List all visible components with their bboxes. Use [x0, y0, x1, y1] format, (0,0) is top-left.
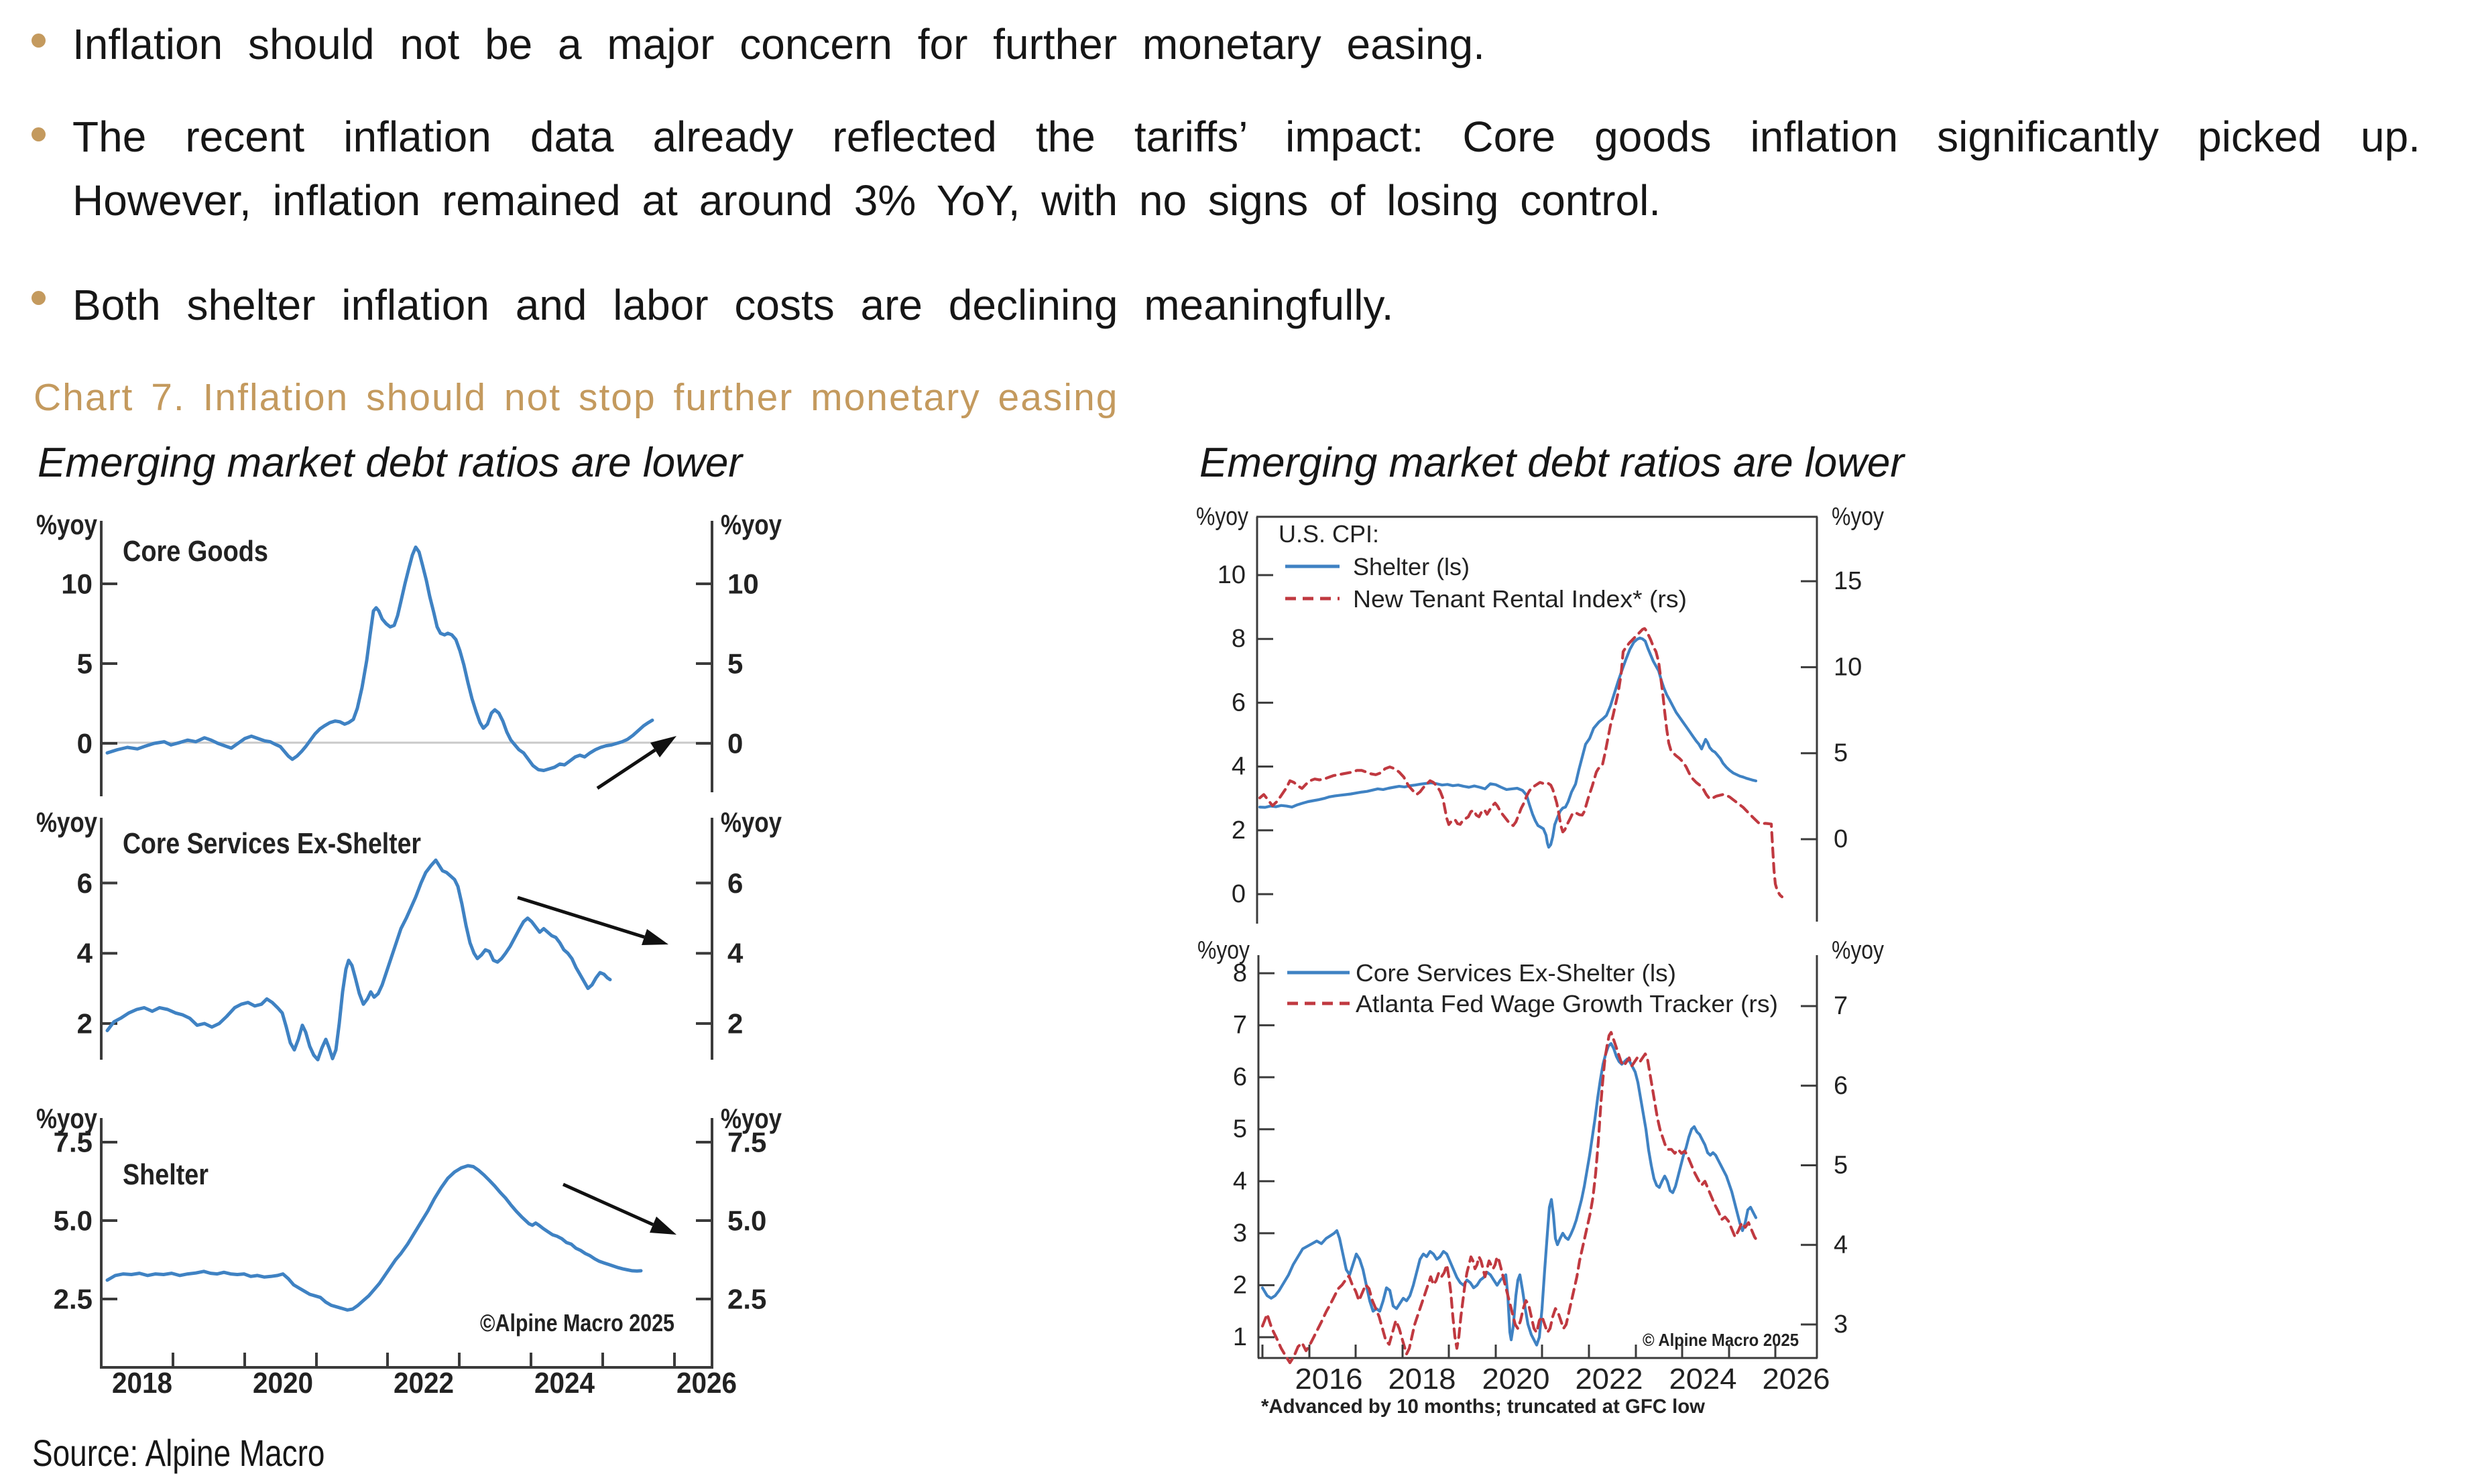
svg-text:5: 5 [77, 648, 93, 680]
svg-text:2026: 2026 [676, 1367, 737, 1400]
svg-text:0: 0 [727, 728, 743, 759]
svg-text:5: 5 [727, 648, 743, 680]
svg-text:10: 10 [727, 568, 759, 600]
svg-text:5: 5 [1834, 1152, 1848, 1180]
svg-text:%yoy: %yoy [1832, 503, 1884, 531]
svg-text:8: 8 [1233, 959, 1247, 987]
svg-text:%yoy: %yoy [1832, 936, 1884, 965]
svg-text:2022: 2022 [394, 1367, 454, 1400]
svg-text:New Tenant Rental Index* (rs): New Tenant Rental Index* (rs) [1353, 585, 1687, 613]
svg-text:3: 3 [1233, 1219, 1247, 1247]
svg-text:Atlanta Fed Wage Growth Tracke: Atlanta Fed Wage Growth Tracker (rs) [1356, 990, 1778, 1017]
svg-text:2: 2 [727, 1008, 743, 1040]
svg-text:2016: 2016 [1295, 1363, 1363, 1396]
svg-text:2018: 2018 [112, 1367, 172, 1400]
svg-text:©Alpine Macro 2025: ©Alpine Macro 2025 [480, 1309, 674, 1337]
svg-text:5.0: 5.0 [54, 1205, 93, 1237]
svg-text:6: 6 [1834, 1072, 1848, 1100]
svg-text:15: 15 [1834, 567, 1862, 595]
svg-text:Shelter: Shelter [123, 1158, 209, 1191]
svg-text:2020: 2020 [1482, 1363, 1550, 1396]
svg-text:U.S. CPI:: U.S. CPI: [1279, 520, 1379, 548]
svg-text:8: 8 [1232, 625, 1246, 653]
svg-text:10: 10 [61, 568, 93, 600]
svg-text:5: 5 [1233, 1115, 1247, 1143]
svg-text:2020: 2020 [253, 1367, 313, 1400]
svg-text:7: 7 [1834, 992, 1848, 1020]
svg-text:1: 1 [1233, 1323, 1247, 1351]
svg-text:Shelter (ls): Shelter (ls) [1353, 553, 1470, 580]
svg-text:4: 4 [1233, 1167, 1247, 1195]
svg-text:%yoy: %yoy [36, 509, 98, 540]
svg-text:%yoy: %yoy [1196, 503, 1248, 531]
svg-text:2026: 2026 [1763, 1363, 1830, 1396]
svg-text:%yoy: %yoy [36, 1103, 98, 1134]
svg-text:2.5: 2.5 [727, 1284, 766, 1315]
svg-text:Core Goods: Core Goods [123, 535, 268, 568]
svg-text:Core Services Ex-Shelter: Core Services Ex-Shelter [123, 827, 421, 860]
svg-text:6: 6 [1233, 1063, 1247, 1091]
svg-text:7: 7 [1233, 1011, 1247, 1040]
svg-text:5: 5 [1834, 739, 1848, 767]
svg-text:4: 4 [1232, 753, 1246, 781]
svg-text:%yoy: %yoy [721, 806, 782, 838]
svg-text:10: 10 [1834, 653, 1862, 681]
svg-text:4: 4 [727, 938, 744, 969]
svg-text:2024: 2024 [534, 1367, 595, 1400]
svg-text:4: 4 [1834, 1231, 1848, 1259]
svg-text:*Advanced by 10 months; trunca: *Advanced by 10 months; truncated at GFC… [1261, 1396, 1706, 1418]
svg-text:%yoy: %yoy [721, 1103, 782, 1134]
svg-text:%yoy: %yoy [1197, 936, 1250, 965]
svg-text:10: 10 [1218, 561, 1246, 589]
svg-text:2: 2 [1233, 1271, 1247, 1299]
svg-text:2024: 2024 [1669, 1363, 1737, 1396]
svg-text:6: 6 [77, 867, 93, 899]
svg-text:%yoy: %yoy [36, 806, 98, 838]
svg-text:7.5: 7.5 [727, 1127, 766, 1158]
svg-text:6: 6 [1232, 688, 1246, 717]
svg-text:3: 3 [1834, 1310, 1848, 1339]
svg-text:2018: 2018 [1388, 1363, 1456, 1396]
svg-text:%yoy: %yoy [721, 509, 782, 540]
svg-text:0: 0 [1834, 825, 1848, 853]
svg-text:2.5: 2.5 [54, 1284, 93, 1315]
svg-text:Core Services Ex-Shelter (ls): Core Services Ex-Shelter (ls) [1356, 959, 1676, 987]
svg-text:6: 6 [727, 867, 743, 899]
svg-text:4: 4 [77, 938, 93, 969]
svg-text:2: 2 [1232, 816, 1246, 845]
svg-text:0: 0 [77, 728, 93, 759]
svg-text:0: 0 [1232, 880, 1246, 908]
svg-text:© Alpine Macro 2025: © Alpine Macro 2025 [1643, 1330, 1799, 1350]
svg-text:5.0: 5.0 [727, 1205, 766, 1237]
svg-text:2: 2 [77, 1008, 93, 1040]
svg-text:2022: 2022 [1576, 1363, 1643, 1396]
svg-text:7.5: 7.5 [54, 1127, 93, 1158]
